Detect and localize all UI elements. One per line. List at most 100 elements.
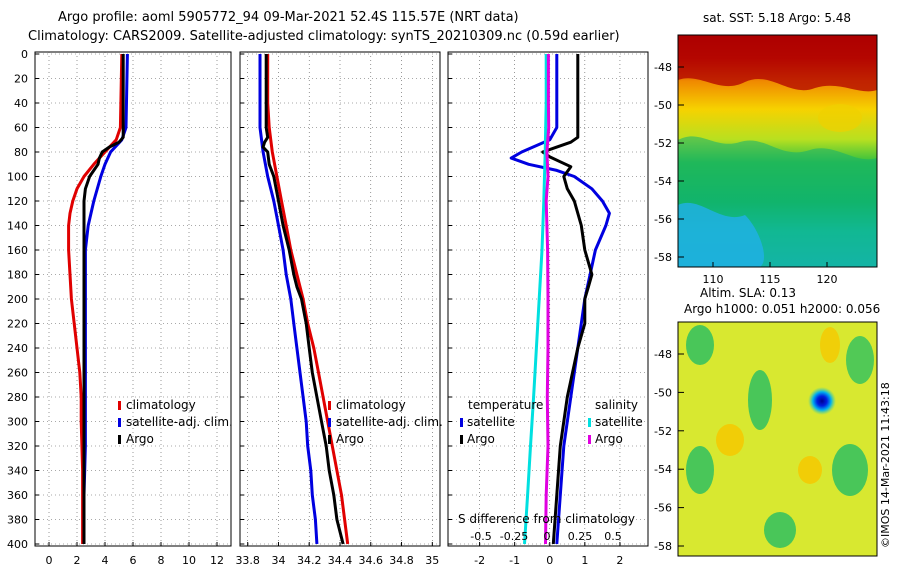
sla-map-axes: -48 -50 -52 -54 -56 -58 (654, 348, 684, 553)
map-y-tick-label: -54 (654, 463, 672, 476)
sla-low-2 (748, 370, 772, 430)
legend-swatch-climatology (328, 401, 331, 410)
secondary-x-tick-labels: -0.5 -0.25 0 0.25 0.5 (470, 530, 621, 543)
legend-swatch-t-argo (460, 435, 463, 444)
legend-label-t-satellite: satellite (467, 415, 515, 429)
map-y-tick-label: -58 (654, 540, 672, 553)
secondary-axis-label: S difference from climatology (458, 512, 635, 526)
x-tick-label: 2 (616, 554, 623, 567)
depth-tick-label: 320 (7, 440, 28, 453)
sst-map-frame (677, 34, 878, 268)
x-tick-label: 34.8 (389, 554, 414, 567)
sla-low-6 (846, 336, 874, 384)
legend-swatch-satellite (118, 418, 121, 427)
difference-x-tick-labels: -2 -1 0 1 2 (474, 554, 623, 567)
difference-curves (509, 54, 611, 545)
depth-tick-label: 100 (7, 171, 28, 184)
depth-tick-label: 0 (21, 48, 28, 61)
legend-title-temperature: temperature (468, 398, 543, 412)
temperature-legend: climatology satellite-adj. clim. Argo (118, 398, 233, 446)
legend-label-s-argo: Argo (595, 432, 623, 446)
x-tick-label: 1 (581, 554, 588, 567)
temperature-curves (67, 53, 129, 544)
depth-tick-label: 360 (7, 489, 28, 502)
x-tick-label: 0 (546, 554, 553, 567)
sla-map (677, 321, 878, 557)
sla-map-title-2: Argo h1000: 0.051 h2000: 0.056 (684, 302, 880, 316)
sst-cold-patch (678, 202, 765, 267)
difference-legend: temperature satellite Argo salinity sate… (458, 398, 643, 543)
legend-label-satellite: satellite-adj. clim. (126, 415, 233, 429)
depth-tick-label: 340 (7, 465, 28, 478)
salinity-curves (258, 54, 350, 545)
secondary-x-tick-label: 0.5 (604, 530, 622, 543)
x-tick-label: 6 (130, 554, 137, 567)
legend-label-s-satellite: satellite (595, 415, 643, 429)
depth-tick-label: 200 (7, 293, 28, 306)
map-y-tick-label: -48 (654, 61, 672, 74)
series-line-satellite-adj-clim- (258, 54, 319, 545)
title-line-2: Climatology: CARS2009. Satellite-adjuste… (28, 29, 620, 44)
legend-label-t-argo: Argo (467, 432, 495, 446)
depth-tick-label: 400 (7, 538, 28, 551)
map-y-tick-label: -48 (654, 348, 672, 361)
map-y-tick-label: -58 (654, 251, 672, 264)
series-line-argo (261, 54, 345, 545)
series-line-climatology (266, 54, 350, 545)
temperature-panel (34, 51, 232, 547)
sst-map-title: sat. SST: 5.18 Argo: 5.48 (703, 11, 851, 25)
temperature-x-tick-labels: 0 2 4 6 8 10 12 (46, 554, 225, 567)
salinity-grid (240, 52, 440, 546)
x-tick-label: 8 (158, 554, 165, 567)
legend-swatch-climatology (118, 401, 121, 410)
x-tick-label: 34.4 (328, 554, 353, 567)
secondary-x-tick-label: -0.5 (470, 530, 491, 543)
depth-tick-label: 280 (7, 391, 28, 404)
depth-tick-label: 80 (14, 146, 28, 159)
legend-swatch-argo (118, 435, 121, 444)
sst-front-warm (678, 35, 877, 92)
legend-label-climatology: climatology (336, 398, 406, 412)
sla-high-1 (716, 424, 744, 456)
map-y-tick-label: -50 (654, 99, 672, 112)
series-line-salinity-argo (544, 54, 551, 545)
legend-label-satellite: satellite-adj. clim. (336, 415, 443, 429)
map-x-tick-label: 110 (703, 273, 724, 286)
sla-low-4 (686, 446, 714, 494)
depth-tick-label: 60 (14, 122, 28, 135)
legend-swatch-t-satellite (460, 418, 463, 427)
x-tick-label: 34.6 (359, 554, 384, 567)
map-y-tick-label: -54 (654, 175, 672, 188)
salinity-x-tick-labels: 33.8 34 34.2 34.4 34.6 34.8 35 (235, 554, 439, 567)
legend-swatch-satellite (328, 418, 331, 427)
sst-map (677, 34, 878, 268)
depth-tick-label: 120 (7, 195, 28, 208)
secondary-x-tick-label: -0.25 (500, 530, 528, 543)
x-tick-label: 34.2 (297, 554, 322, 567)
legend-swatch-s-argo (588, 435, 591, 444)
sla-low-5 (764, 512, 796, 548)
legend-label-argo: Argo (126, 432, 154, 446)
x-tick-label: 0 (46, 554, 53, 567)
map-y-tick-label: -56 (654, 213, 672, 226)
depth-tick-label: 20 (14, 73, 28, 86)
series-line-temperature-satellite (509, 54, 611, 545)
legend-swatch-s-satellite (588, 418, 591, 427)
secondary-x-tick-label: 0 (544, 530, 551, 543)
depth-tick-label: 240 (7, 342, 28, 355)
map-x-tick-label: 115 (760, 273, 781, 286)
secondary-x-tick-label: 0.25 (568, 530, 593, 543)
sla-map-title-1: Altim. SLA: 0.13 (700, 286, 796, 300)
legend-swatch-argo (328, 435, 331, 444)
depth-tick-label: 40 (14, 97, 28, 110)
depth-tick-labels: 0 20 40 60 80 100 120 140 160 180 200 220 240 260 280 3… (7, 48, 28, 551)
map-x-tick-label: 120 (817, 273, 838, 286)
x-tick-label: 34 (271, 554, 285, 567)
series-line-argo (82, 54, 125, 544)
depth-tick-label: 180 (7, 269, 28, 282)
depth-tick-label: 380 (7, 514, 28, 527)
sla-low-3 (832, 444, 868, 496)
series-line-salinity-satellite (523, 54, 548, 545)
x-tick-label: 2 (74, 554, 81, 567)
